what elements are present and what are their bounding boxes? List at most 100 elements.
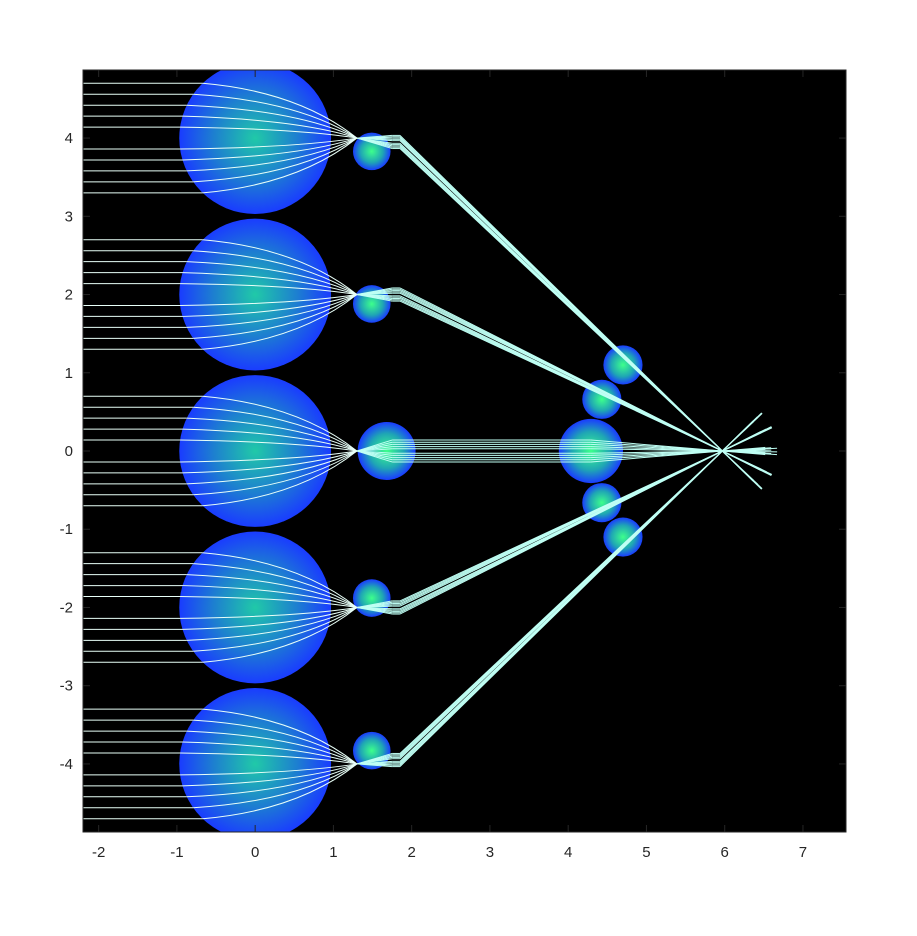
refracted-ray [180,752,357,765]
refracted-ray [202,450,358,507]
refracted-ray [193,719,358,765]
exit-ray [722,450,766,456]
refracted-ray [186,417,358,452]
refracted-ray [182,294,358,317]
x-tick-label: 1 [329,844,337,861]
y-tick-label: 1 [65,365,73,382]
y-tick-label: -3 [60,678,73,695]
refracted-ray [182,450,358,474]
exit-ray [722,432,762,452]
diverging-ray [356,600,393,608]
refracted-ray [182,741,358,765]
x-tick-label: 3 [486,844,494,861]
diverging-ray [356,450,393,454]
y-tick-label: 3 [65,208,73,225]
small-sphere [558,418,623,484]
x-tick-label: -1 [170,844,183,861]
y-tick-label: -4 [60,756,73,773]
diverging-ray [356,439,393,452]
refracted-ray [193,406,358,452]
diverging-ray [356,134,393,139]
refracted-ray [182,606,358,630]
refracted-ray [193,137,358,183]
refracted-ray [180,126,357,139]
refracted-ray [202,552,358,608]
refracted-ray [180,439,357,452]
refracted-ray [180,763,357,776]
x-tick-label: 5 [642,844,650,861]
y-tick-label: 4 [65,130,73,147]
refracted-ray [202,239,358,295]
refracted-ray [180,294,357,306]
refracted-ray [186,574,358,608]
converging-ray [590,450,723,454]
refracted-ray [186,294,358,328]
ray-group [83,82,778,820]
refracted-ray [186,137,358,172]
x-tick-label: 6 [721,844,729,861]
refracted-ray [180,596,357,608]
y-tick-label: -2 [60,599,73,616]
refracted-ray [186,261,358,295]
large-sphere [179,70,332,214]
refracted-ray [182,137,358,161]
converging-ray [399,450,723,602]
refracted-ray [182,428,358,452]
refracted-ray [202,82,358,139]
refracted-ray [186,730,358,765]
diverging-ray [356,287,393,296]
x-tick-label: 2 [408,844,416,861]
refracted-ray [186,763,358,798]
exit-ray [722,450,761,471]
converging-ray [590,439,723,452]
refracted-ray [193,450,358,496]
refracted-ray [202,395,358,452]
x-tick-label: 4 [564,844,572,861]
y-tick-label: -1 [60,521,73,538]
refracted-ray [193,607,358,652]
x-tick-label: 0 [251,844,259,861]
refracted-ray [180,283,357,296]
exit-ray [722,421,755,452]
large-sphere [179,688,332,832]
small-sphere [603,345,643,385]
refracted-ray [202,607,358,663]
small-sphere [603,517,643,557]
y-axis: -4 -3 -2 -1 0 1 2 3 4 [60,130,846,773]
converging-ray [399,450,723,754]
refracted-ray [186,104,358,139]
refracted-ray [193,763,358,809]
plot-area [83,70,778,832]
exit-ray [722,450,754,482]
converging-ray [399,135,723,452]
refracted-ray [186,607,358,641]
axes: -2 -1 0 1 2 3 4 5 6 7 -4 -3 -2 -1 0 1 2 3 4 [60,69,847,861]
large-sphere [179,218,332,371]
refracted-ray [193,294,358,339]
small-sphere [357,422,416,480]
diverging-ray [356,752,393,765]
refracted-ray [193,563,358,608]
x-axis: -2 -1 0 1 2 3 4 5 6 7 [92,70,807,861]
x-tick-label: -2 [92,844,105,861]
y-tick-label: 0 [65,443,73,460]
refracted-ray [182,272,358,296]
refracted-ray [180,137,357,150]
refracted-ray [186,450,358,485]
refracted-ray [202,294,358,350]
converging-ray [399,287,723,452]
y-tick-label: 2 [65,287,73,304]
x-tick-label: 7 [799,844,807,861]
large-sphere-group [179,70,332,832]
refracted-ray [182,763,358,787]
refracted-ray [202,708,358,765]
refracted-ray [180,450,357,463]
refracted-ray [202,763,358,820]
refracted-ray [180,606,357,619]
refracted-ray [182,585,358,608]
refracted-ray [202,137,358,194]
refracted-ray [182,115,358,139]
large-sphere [179,531,332,684]
refracted-ray [193,250,358,295]
